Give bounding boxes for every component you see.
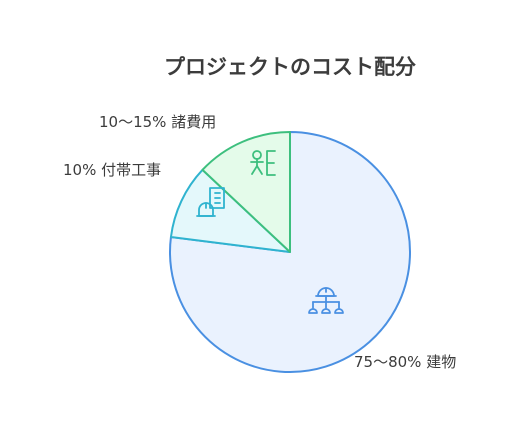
slice-label-misc-costs: 10〜15% 諸費用	[99, 113, 216, 131]
worker-building-icon	[196, 187, 225, 217]
worker-door-icon	[250, 150, 276, 176]
slice-label-ancillary-work: 10% 付帯工事	[63, 161, 161, 179]
slice-label-building: 75〜80% 建物	[354, 353, 456, 371]
pie-slice-misc-costs	[201, 131, 291, 253]
pie-slices	[169, 131, 411, 373]
construction-worker-org-icon	[308, 287, 344, 314]
chart-title: プロジェクトのコスト配分	[164, 55, 416, 79]
pie-slice-ancillary-work	[169, 168, 291, 253]
